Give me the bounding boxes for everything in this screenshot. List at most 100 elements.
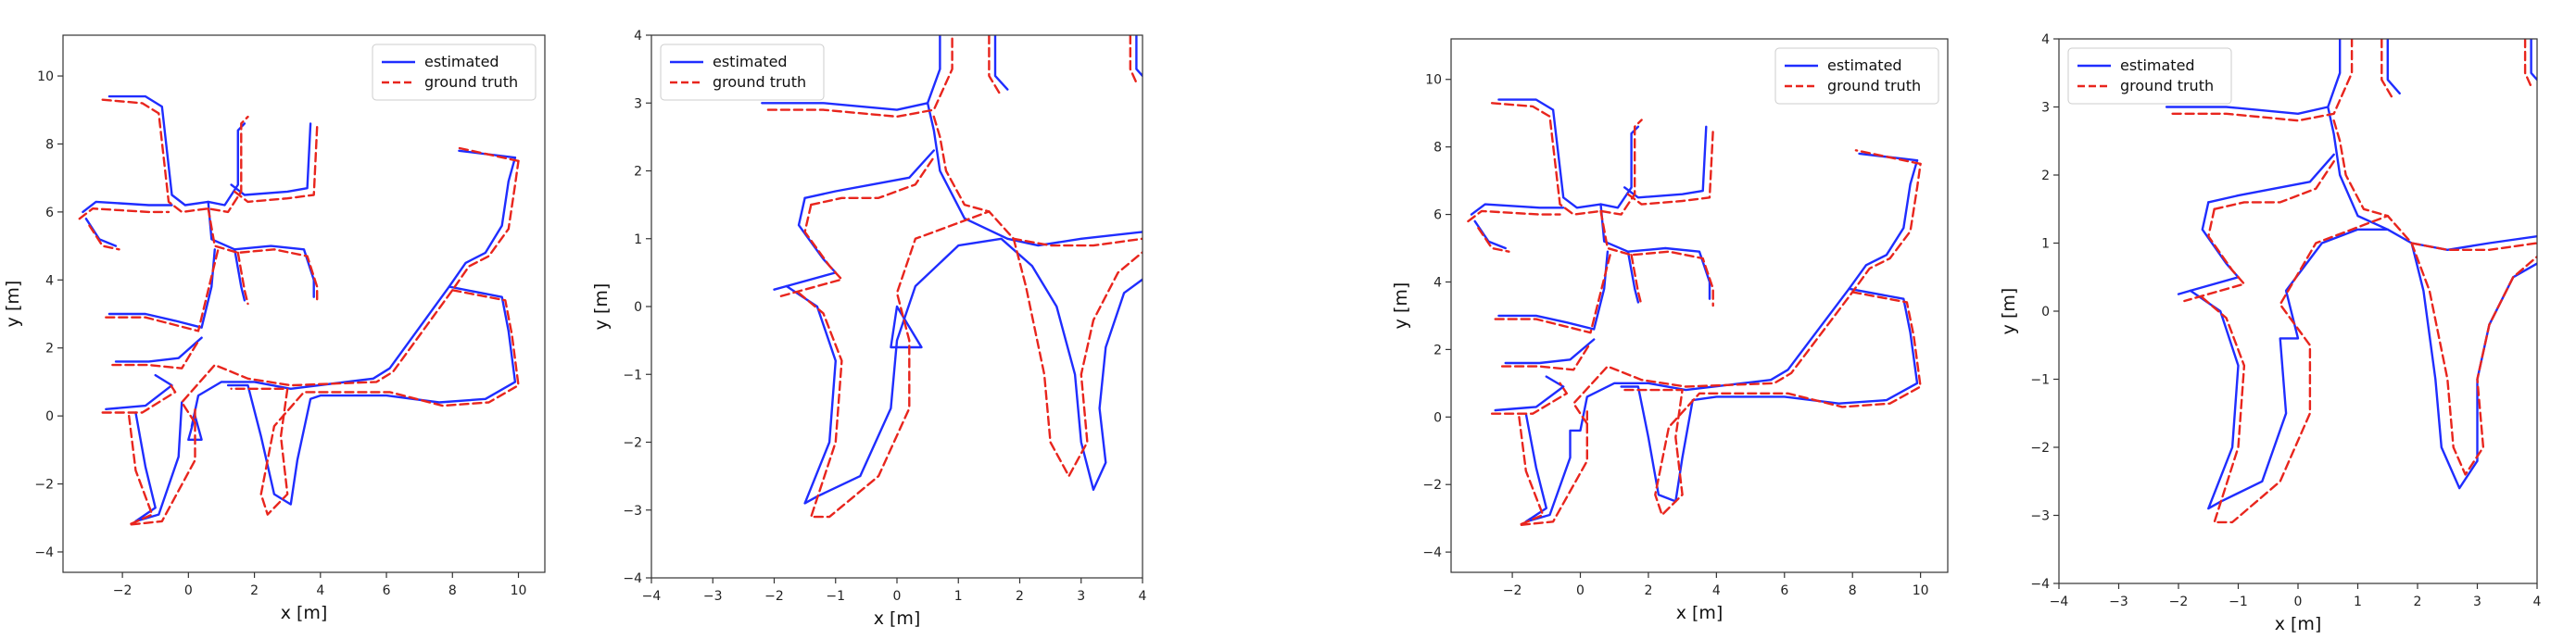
x-tick-label: 2: [1644, 583, 1652, 598]
estimated-line-segment-13: [226, 285, 517, 506]
y-tick-label: 8: [1433, 141, 1442, 156]
ground-truth-line-segment-2: [234, 125, 319, 204]
x-tick-label: −3: [2109, 595, 2128, 609]
y-tick-label: 4: [45, 273, 54, 288]
legend-box: [372, 44, 537, 101]
estimated-line-segment-1: [761, 35, 941, 111]
ground-truth-line-segment-4: [88, 224, 120, 251]
y-tick-label: 2: [1433, 343, 1442, 357]
ground-truth-line-segment-6: [1630, 254, 1643, 307]
estimated-line-segment-2: [230, 122, 312, 196]
ground-truth-line-segment-11: [1572, 162, 1922, 425]
x-tick-label: 2: [2414, 595, 2422, 609]
estimated-line-segment-1: [107, 94, 246, 207]
ground-truth-line-segment-5: [207, 207, 319, 306]
x-tick-label: 0: [2294, 595, 2303, 609]
estimated-line-segment-8: [1504, 338, 1596, 365]
legend: estimated ground truth: [1774, 47, 1939, 105]
y-tick-label: −3: [623, 504, 642, 519]
legend-box: [660, 44, 825, 101]
legend-box: [2067, 47, 2232, 105]
x-tick-label: 4: [1712, 583, 1721, 598]
y-tick-label: 2: [45, 342, 54, 357]
ground-truth-line-segment-13: [230, 289, 520, 516]
x-axis-label: x [m]: [874, 608, 921, 629]
y-tick-label: −1: [623, 368, 642, 382]
estimated-line-segment-2: [926, 102, 1143, 247]
ground-truth-line-segment-12: [454, 145, 520, 162]
ground-truth-line-segment-3: [1467, 209, 1561, 223]
ground-truth-line-segment-3: [78, 207, 170, 220]
x-tick-label: 3: [1077, 589, 1085, 604]
estimated-line-segment-3: [82, 200, 173, 214]
y-tick-label: 0: [45, 409, 54, 424]
y-tick-label: 8: [45, 137, 54, 152]
x-axis-label: x [m]: [2275, 614, 2322, 634]
y-tick-label: 0: [2041, 305, 2050, 320]
legend-box: [1774, 47, 1939, 105]
ground-truth-line-segment-6: [2410, 242, 2537, 476]
ground-truth-line-segment-9: [1490, 382, 1568, 415]
y-axis-label: y [m]: [1391, 282, 1411, 330]
ground-truth-line-segment-1: [1490, 102, 1643, 216]
y-tick-label: 10: [37, 69, 54, 84]
legend: estimated ground truth: [2067, 47, 2232, 105]
x-tick-label: 1: [954, 589, 963, 604]
x-tick-label: −2: [113, 583, 133, 598]
estimated-line-segment-4: [773, 196, 837, 291]
estimated-line-segment-8: [1135, 35, 1143, 78]
x-tick-label: 1: [2354, 595, 2362, 609]
y-tick-label: 6: [45, 206, 54, 220]
axes-frame: [1450, 38, 1949, 573]
y-tick-label: 2: [634, 165, 642, 180]
ground-truth-line-segment-11: [181, 159, 520, 424]
trajectory-plot-1: −2 0 2 4 6 8 10 −4 −2 0 2 4 6 8 10 x [m] y [m] estimated g…: [3, 34, 546, 623]
estimated-line-segment-1: [2165, 39, 2342, 115]
ground-truth-line-segment-4: [2183, 207, 2246, 303]
x-axis-label: x [m]: [281, 603, 328, 623]
plot-area: [1467, 98, 1922, 527]
legend: estimated ground truth: [660, 44, 825, 101]
ground-truth-line-segment-12: [1854, 149, 1922, 166]
x-tick-label: 4: [1139, 589, 1147, 604]
x-tick-label: 6: [1780, 583, 1788, 598]
y-tick-label: −4: [34, 545, 54, 560]
plot-area: [2165, 39, 2537, 524]
x-tick-label: 6: [383, 583, 391, 598]
ground-truth-line-segment-7: [105, 248, 220, 332]
y-axis-label: y [m]: [3, 281, 23, 328]
y-tick-label: 10: [1425, 73, 1442, 88]
ground-truth-line-segment-5: [1599, 209, 1714, 307]
ground-truth-line-segment-13: [1623, 291, 1922, 517]
ground-truth-line-segment-8: [1129, 35, 1138, 84]
y-tick-label: −2: [34, 478, 54, 493]
y-tick-label: −4: [1422, 545, 1442, 560]
y-tick-label: 3: [634, 96, 642, 111]
y-tick-label: 6: [1433, 208, 1442, 223]
estimated-line-segment-5: [2189, 228, 2389, 510]
estimated-line-segment-9: [1494, 375, 1565, 412]
x-tick-label: 3: [2473, 595, 2481, 609]
estimated-line-segment-9: [105, 373, 173, 410]
estimated-line-segment-6: [1626, 250, 1640, 304]
axes-frame: [62, 34, 546, 573]
legend-label-estimated: estimated: [713, 53, 788, 70]
x-tick-label: −1: [826, 589, 845, 604]
ground-truth-line-segment-4: [778, 203, 843, 298]
x-tick-label: 10: [511, 583, 527, 598]
ground-truth-line-segment-9: [101, 381, 177, 414]
ground-truth-line-segment-3: [2213, 160, 2335, 210]
ground-truth-line-segment-5: [2201, 214, 2389, 524]
ground-truth-line-segment-4: [1477, 227, 1510, 253]
trajectory-plot-2: −4 −3 −2 −1 0 1 2 3 4 −4 −3 −2 −1 0 1 2 3 4 x [m] y [m] esti…: [591, 29, 1147, 629]
x-tick-label: 8: [1849, 583, 1857, 598]
y-tick-label: −4: [2030, 577, 2050, 592]
y-axis-label: y [m]: [1999, 288, 2019, 335]
estimated-line-segment-6: [234, 248, 246, 302]
y-tick-label: −2: [1422, 478, 1442, 493]
estimated-line-segment-7: [107, 248, 216, 329]
y-tick-label: 2: [2041, 169, 2050, 183]
x-tick-label: −4: [2050, 595, 2069, 609]
x-tick-label: −3: [703, 589, 723, 604]
